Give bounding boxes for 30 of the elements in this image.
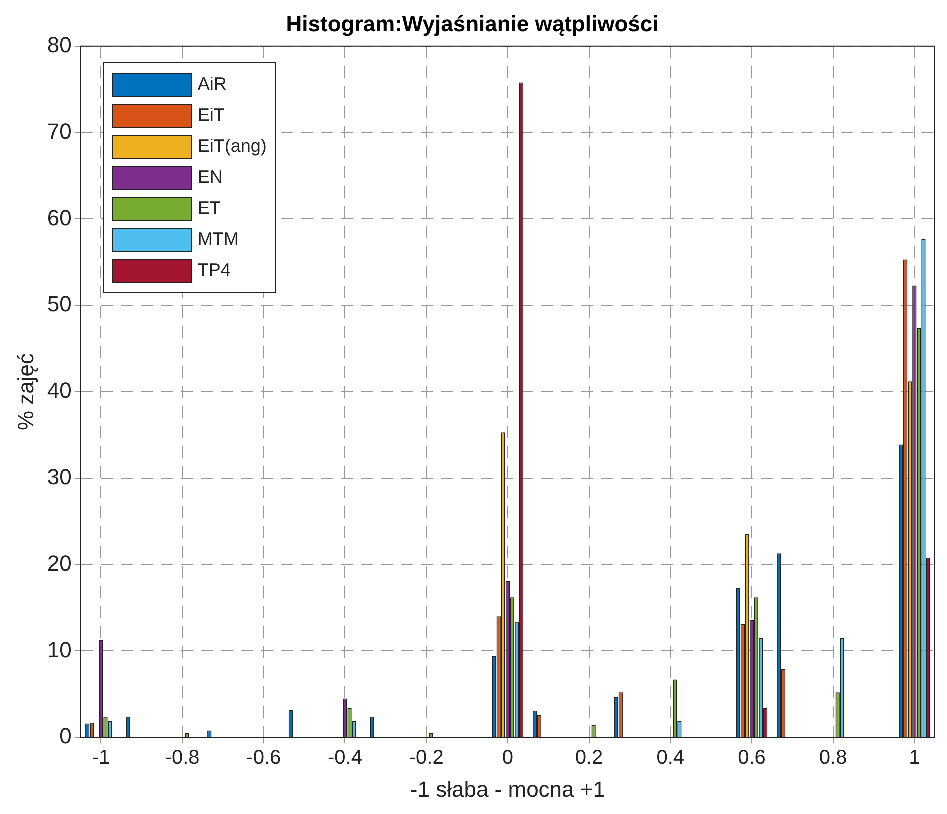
x-tick-label: 0.8 bbox=[819, 747, 848, 770]
legend-label: EiT(ang) bbox=[198, 136, 267, 158]
legend-label: TP4 bbox=[198, 260, 231, 282]
legend-label: ET bbox=[198, 198, 221, 220]
x-tick-label: -0.2 bbox=[409, 747, 444, 770]
legend-label: MTM bbox=[198, 229, 239, 250]
x-tick-label: 0.6 bbox=[738, 747, 766, 770]
x-axis-title: -1 słaba - mocna +1 bbox=[410, 776, 606, 802]
x-tick-label: 0.2 bbox=[575, 747, 604, 770]
x-tick-label: -0.4 bbox=[328, 747, 362, 770]
y-axis-title: % zajęć bbox=[13, 353, 38, 431]
y-tick-label: 30 bbox=[47, 464, 72, 490]
y-tick-label: 70 bbox=[47, 118, 72, 144]
x-tick-label: 0.4 bbox=[656, 747, 685, 770]
y-tick-label: 80 bbox=[47, 32, 72, 58]
y-tick-label: 10 bbox=[47, 637, 72, 662]
y-tick-label: 20 bbox=[47, 550, 72, 576]
legend-label: EiT bbox=[198, 105, 225, 126]
x-tick-label: -0.8 bbox=[165, 747, 200, 770]
y-tick-label: 50 bbox=[47, 292, 72, 317]
x-tick-label: 0 bbox=[502, 747, 514, 770]
y-tick-label: 0 bbox=[60, 724, 72, 749]
y-tick-label: 60 bbox=[47, 205, 72, 230]
x-tick-label: -0.6 bbox=[246, 747, 282, 770]
y-tick-label: 40 bbox=[47, 378, 72, 404]
x-tick-label: -1 bbox=[92, 747, 110, 770]
legend-label: EN bbox=[198, 167, 223, 188]
legend-label: AiR bbox=[198, 74, 227, 96]
chart-title: Histogram:Wyjaśnianie wątpliwości bbox=[286, 11, 659, 36]
x-tick-label: 1 bbox=[909, 747, 920, 770]
